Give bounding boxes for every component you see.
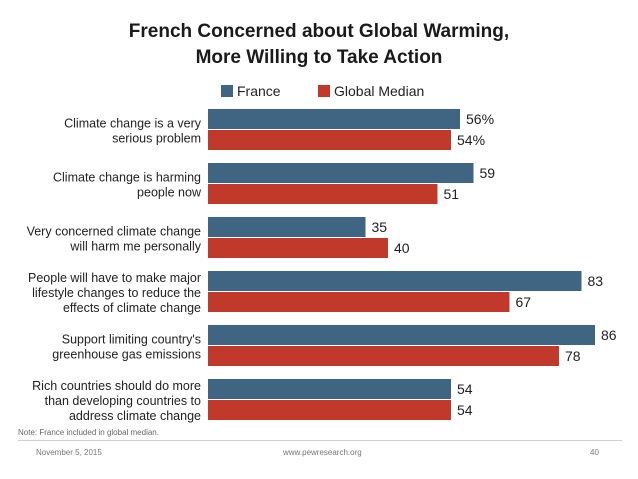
bar-global-median bbox=[208, 238, 388, 258]
category-label-line: People will have to make major bbox=[28, 271, 201, 285]
category-label-line: Climate change is a very bbox=[64, 117, 202, 131]
legend-swatch-france bbox=[221, 85, 233, 97]
legend-item-global-median: Global Median bbox=[318, 83, 424, 99]
category-label-line: people now bbox=[137, 186, 202, 200]
data-label-global-median: 78 bbox=[565, 348, 581, 364]
bar-global-median bbox=[208, 400, 451, 420]
data-label-global-median: 40 bbox=[394, 240, 410, 256]
legend-swatch-global-median bbox=[318, 85, 330, 97]
category-label-line: Support limiting country's bbox=[62, 333, 201, 347]
legend-item-france: France bbox=[221, 83, 281, 99]
category-label-line: than developing countries to bbox=[45, 394, 201, 408]
legend-label-france: France bbox=[237, 83, 281, 99]
data-label-france: 83 bbox=[588, 273, 604, 289]
data-label-global-median: 54 bbox=[457, 402, 473, 418]
data-label-france: 54 bbox=[457, 381, 473, 397]
bar-france bbox=[208, 163, 474, 183]
bar-france bbox=[208, 217, 366, 237]
category-label-line: will harm me personally bbox=[69, 240, 201, 254]
bar-france bbox=[208, 379, 451, 399]
data-label-france: 86 bbox=[601, 327, 617, 343]
bar-france bbox=[208, 109, 460, 129]
data-label-global-median: 67 bbox=[516, 294, 532, 310]
category-label-line: Very concerned climate change bbox=[27, 225, 201, 239]
category-label-line: Climate change is harming bbox=[53, 171, 201, 185]
category-label-line: greenhouse gas emissions bbox=[52, 348, 201, 362]
chart-note: Note: France included in global median. bbox=[18, 428, 159, 437]
footer-divider bbox=[18, 440, 622, 441]
bar-global-median bbox=[208, 346, 559, 366]
footer-page-number: 40 bbox=[590, 448, 599, 457]
bar-global-median bbox=[208, 292, 510, 312]
data-label-france: 35 bbox=[372, 219, 388, 235]
chart-title-line-2: More Willing to Take Action bbox=[195, 47, 443, 68]
bar-global-median bbox=[208, 184, 438, 204]
chart-title-line-1: French Concerned about Global Warming, bbox=[128, 21, 510, 42]
footer-url: www.pewresearch.org bbox=[283, 448, 362, 457]
bar-global-median bbox=[208, 130, 451, 150]
legend-label-global-median: Global Median bbox=[334, 83, 425, 99]
data-label-global-median: 51 bbox=[444, 186, 460, 202]
category-label-line: effects of climate change bbox=[63, 301, 201, 315]
data-label-global-median: 54% bbox=[457, 132, 485, 148]
category-label-line: Rich countries should do more bbox=[32, 379, 201, 393]
data-label-france: 56% bbox=[466, 111, 494, 127]
footer-date: November 5, 2015 bbox=[36, 448, 102, 457]
bar-france bbox=[208, 271, 582, 291]
category-label-line: address climate change bbox=[69, 409, 201, 423]
category-label-line: serious problem bbox=[112, 132, 201, 146]
bar-france bbox=[208, 325, 595, 345]
data-label-france: 59 bbox=[480, 165, 496, 181]
category-label-line: lifestyle changes to reduce the bbox=[32, 286, 201, 300]
